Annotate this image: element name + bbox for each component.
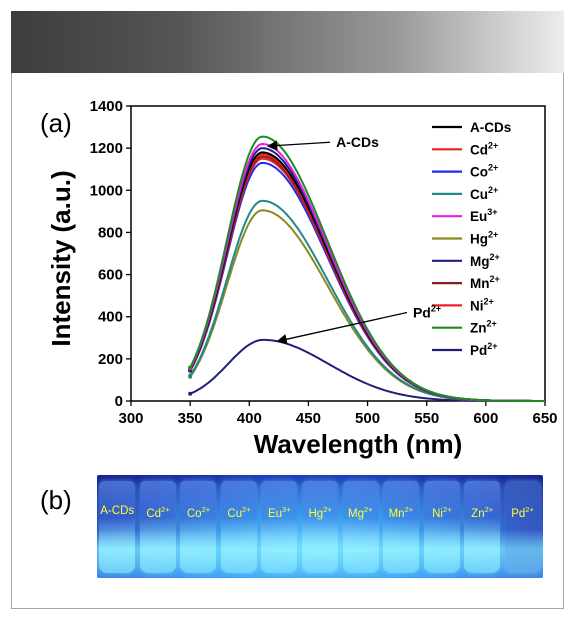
- legend-label-ni: Ni2+: [470, 296, 494, 313]
- y-tick-label-800: 800: [98, 224, 123, 241]
- vial-ni: [423, 481, 460, 573]
- series-line-zn: [189, 135, 545, 402]
- vial-zn: [464, 481, 501, 573]
- panel-b-label: (b): [40, 485, 72, 515]
- legend-label-mn: Mn2+: [470, 274, 500, 291]
- series-start-zn: [188, 365, 193, 370]
- y-axis-label: Intensity (a.u.): [46, 170, 76, 346]
- x-tick-label-500: 500: [355, 410, 380, 427]
- emission-chart: 300 350 400 450 500 550 600 650 0 200 400 600 800 100…: [46, 98, 558, 459]
- vials-photo: A-CDs Cd2+ Co2+ Cu2+ Eu3+ Hg2+ Mg2+ Mn2+ Ni2+ Zn2…: [97, 475, 543, 578]
- vial-pd: [504, 481, 541, 573]
- x-tick-label-450: 450: [296, 410, 321, 427]
- header-bar: [11, 11, 564, 73]
- legend-label-co: Co2+: [470, 163, 498, 180]
- vial-label-a-cds: A-CDs: [100, 505, 135, 517]
- vial-label-cd: Cd2+: [146, 505, 170, 520]
- legend-label-hg: Hg2+: [470, 230, 498, 247]
- vial-label-pd: Pd2+: [511, 505, 534, 520]
- vial-eu: [261, 481, 298, 573]
- y-tick-label-400: 400: [98, 309, 123, 326]
- plot-area-border: [130, 105, 546, 402]
- x-tick-label-600: 600: [473, 410, 498, 427]
- vial-cu: [220, 481, 257, 573]
- x-tick-label-300: 300: [118, 410, 143, 427]
- vial-mg: [342, 481, 379, 573]
- vial-label-cu: Cu2+: [227, 505, 251, 520]
- legend-label-zn: Zn2+: [470, 319, 497, 336]
- panel-a-label: (a): [40, 108, 72, 138]
- y-tick-label-600: 600: [98, 267, 123, 284]
- x-tick-label-400: 400: [237, 410, 262, 427]
- x-tick-label-350: 350: [178, 410, 203, 427]
- legend-label-cu: Cu2+: [470, 185, 498, 202]
- vial-hg: [302, 481, 338, 573]
- vial-label-mn: Mn2+: [388, 505, 414, 520]
- series-start-pd: [188, 391, 193, 396]
- annotation-label-1: Pd2+: [413, 304, 441, 321]
- vial-label-ni: Ni2+: [432, 505, 452, 520]
- y-tick-label-200: 200: [98, 351, 123, 368]
- vial-label-eu: Eu3+: [267, 505, 291, 520]
- annotation-label-0: A-CDs: [336, 134, 379, 150]
- legend-label-a-cds: A-CDs: [470, 120, 511, 135]
- vial-label-co: Co2+: [186, 505, 211, 520]
- series-start-cu: [188, 373, 193, 378]
- x-tick-label-550: 550: [414, 410, 439, 427]
- legend-label-pd: Pd2+: [470, 341, 498, 358]
- vial-cd: [139, 481, 176, 573]
- y-tick-label-0: 0: [115, 393, 123, 410]
- vial-mn: [383, 481, 420, 573]
- x-axis-label: Wavelength (nm): [254, 429, 462, 459]
- vial-a-cds: [99, 481, 136, 573]
- vial-label-mg: Mg2+: [348, 505, 373, 520]
- annotation-arrow-0: [266, 140, 331, 151]
- vial-label-zn: Zn2+: [471, 505, 494, 520]
- x-tick-label-650: 650: [532, 410, 557, 427]
- vial-co: [180, 481, 217, 573]
- legend-label-eu: Eu3+: [470, 207, 498, 224]
- y-tick-label-1000: 1000: [90, 182, 123, 199]
- annotation-arrow-1: [276, 311, 408, 345]
- y-tick-label-1200: 1200: [90, 140, 123, 157]
- y-tick-label-1400: 1400: [90, 98, 123, 115]
- vial-label-hg: Hg2+: [308, 505, 332, 520]
- legend-label-cd: Cd2+: [470, 140, 498, 157]
- legend-label-mg: Mg2+: [470, 252, 500, 269]
